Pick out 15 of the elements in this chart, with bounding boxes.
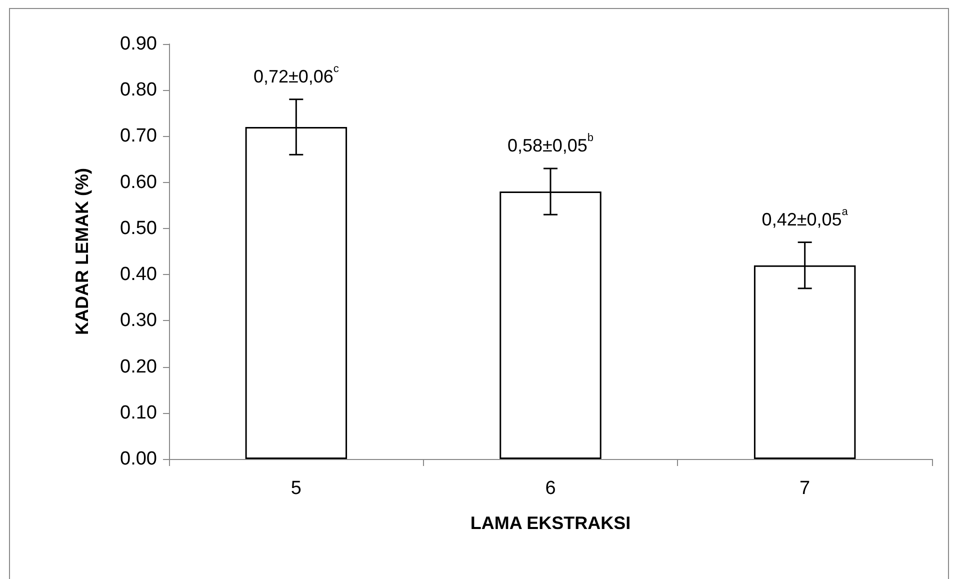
y-tick-label: 0.30: [120, 310, 157, 332]
y-tick-label: 0.40: [120, 264, 157, 286]
x-axis-title: LAMA EKSTRAKSI: [470, 513, 631, 533]
y-tick-label: 0.50: [120, 218, 157, 239]
x-tick-label: 7: [800, 478, 810, 499]
y-tick-label: 0.80: [120, 80, 157, 101]
y-axis-title: KADAR LEMAK (%): [72, 168, 92, 335]
y-tick-label: 0.60: [120, 172, 157, 193]
y-tick-label: 0.00: [120, 448, 157, 470]
y-tick-label: 0.20: [120, 356, 157, 378]
y-tick-label: 0.10: [120, 402, 157, 424]
x-tick-label: 5: [290, 478, 302, 499]
x-tick-label: 6: [545, 478, 556, 499]
y-tick-label: 0.90: [120, 34, 157, 54]
y-tick-label: 0.70: [120, 126, 157, 147]
